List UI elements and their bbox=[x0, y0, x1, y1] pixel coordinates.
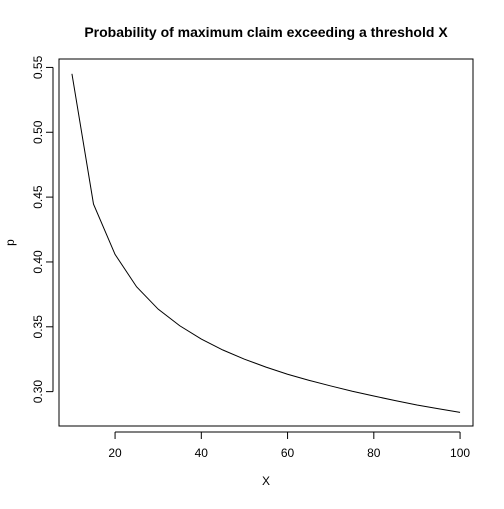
x-axis: 20 40 60 80 100 bbox=[108, 431, 470, 460]
y-tick-label: 0.55 bbox=[31, 55, 45, 79]
y-tick-label: 0.50 bbox=[31, 120, 45, 144]
y-axis: 0.30 0.35 0.40 0.45 0.50 0.55 bbox=[31, 55, 54, 404]
x-axis-label: X bbox=[262, 474, 270, 488]
series-layer bbox=[71, 73, 461, 413]
x-tick-label: 100 bbox=[450, 446, 470, 460]
series-line bbox=[71, 73, 461, 413]
x-tick-label: 20 bbox=[108, 446, 122, 460]
y-axis-label: p bbox=[3, 239, 17, 246]
y-tick-label: 0.40 bbox=[31, 250, 45, 274]
y-tick-label: 0.35 bbox=[31, 315, 45, 339]
x-tick-label: 60 bbox=[281, 446, 295, 460]
x-tick-label: 80 bbox=[367, 446, 381, 460]
y-tick-label: 0.30 bbox=[31, 380, 45, 404]
y-tick-label: 0.45 bbox=[31, 185, 45, 209]
plot-frame bbox=[58, 58, 474, 427]
chart-title: Probability of maximum claim exceeding a… bbox=[84, 24, 448, 40]
x-tick-label: 40 bbox=[195, 446, 209, 460]
